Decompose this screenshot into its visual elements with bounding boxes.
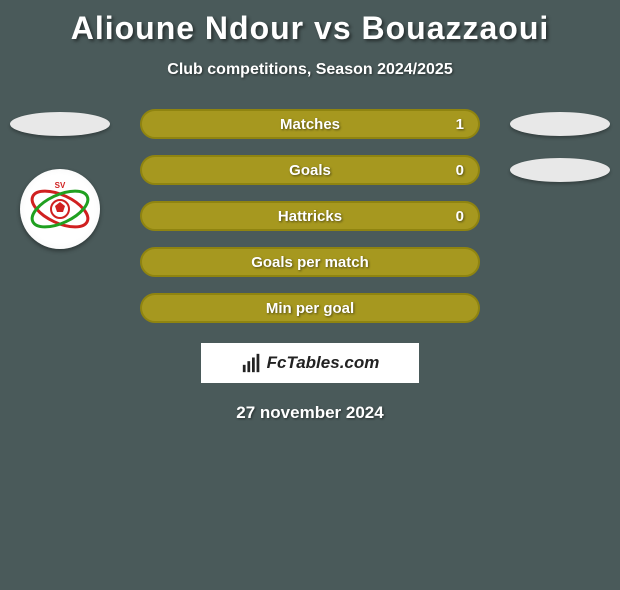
stat-bar-goals-per-match: Goals per match [140,247,480,277]
stat-row: Min per goal [0,293,620,323]
stat-bar-matches: Matches 1 [140,109,480,139]
stat-bar-hattricks: Hattricks 0 [140,201,480,231]
player-right-placeholder-2 [510,158,610,182]
branding-text: FcTables.com [267,353,380,373]
stat-row: Goals per match [0,247,620,277]
stat-value: 1 [456,116,464,133]
stat-label: Goals per match [251,254,369,271]
player-right-placeholder-1 [510,112,610,136]
stat-label: Min per goal [266,300,354,317]
page-title: Alioune Ndour vs Bouazzaoui [0,10,620,47]
team-badge: SV [20,169,100,249]
player-left-placeholder-1 [10,112,110,136]
stat-label: Goals [289,162,331,179]
stats-area: SV Matches 1 Goals 0 Hattricks 0 Goals p… [0,109,620,323]
stat-label: Hattricks [278,208,342,225]
branding-box[interactable]: FcTables.com [201,343,419,383]
svg-text:SV: SV [55,181,66,190]
stat-bar-min-per-goal: Min per goal [140,293,480,323]
stat-value: 0 [456,208,464,225]
date-text: 27 november 2024 [0,403,620,423]
stat-label: Matches [280,116,340,133]
stat-value: 0 [456,162,464,179]
club-logo-icon: SV [25,174,95,244]
chart-icon [241,352,263,374]
stat-bar-goals: Goals 0 [140,155,480,185]
page-subtitle: Club competitions, Season 2024/2025 [0,61,620,79]
